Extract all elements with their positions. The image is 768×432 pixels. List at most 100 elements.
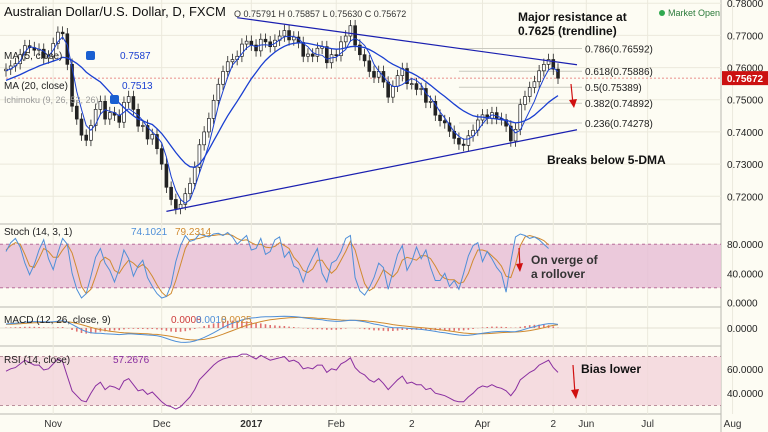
candle-body[interactable] <box>391 85 395 98</box>
eye-icon[interactable] <box>86 51 95 60</box>
candle-body[interactable] <box>65 33 70 65</box>
candle-body[interactable] <box>141 125 145 127</box>
candle-body[interactable] <box>89 125 93 141</box>
candle-body[interactable] <box>244 40 249 45</box>
macd-line-value: 0.0018 <box>196 315 227 326</box>
candle-body[interactable] <box>216 83 221 101</box>
candle-body[interactable] <box>211 100 216 119</box>
candle-body[interactable] <box>395 75 400 87</box>
candle-body[interactable] <box>287 30 291 41</box>
macd-panel[interactable] <box>0 315 721 343</box>
candle-body[interactable] <box>197 144 202 168</box>
candle-body[interactable] <box>150 134 155 140</box>
candle-body[interactable] <box>513 128 518 142</box>
candle-body[interactable] <box>461 143 466 146</box>
candle-body[interactable] <box>126 96 131 103</box>
candle-body[interactable] <box>263 38 268 43</box>
candle-body[interactable] <box>192 166 197 184</box>
rsi-line[interactable] <box>5 353 559 410</box>
candle-body[interactable] <box>70 63 74 107</box>
candle-body[interactable] <box>107 112 112 120</box>
candle-body[interactable] <box>315 47 320 57</box>
candle-body[interactable] <box>306 53 310 57</box>
candle-body[interactable] <box>343 35 348 43</box>
candle-body[interactable] <box>362 54 367 62</box>
candle-body[interactable] <box>249 40 254 46</box>
candle-body[interactable] <box>225 61 230 72</box>
candle-body[interactable] <box>169 186 173 200</box>
candle-body[interactable] <box>537 70 541 83</box>
candle-body[interactable] <box>518 104 523 130</box>
candle-body[interactable] <box>98 100 103 110</box>
candle-body[interactable] <box>442 120 447 124</box>
rsi-tick-label: 60.0000 <box>727 365 764 376</box>
ma5-line[interactable] <box>5 35 559 204</box>
candle-body[interactable] <box>202 131 206 146</box>
candle-body[interactable] <box>159 148 164 165</box>
candle-body[interactable] <box>174 199 178 209</box>
candle-body[interactable] <box>409 83 414 86</box>
rsi-panel[interactable] <box>5 353 559 410</box>
candle-body[interactable] <box>93 109 98 126</box>
candle-body[interactable] <box>230 59 235 63</box>
stoch-panel[interactable] <box>5 231 549 299</box>
candle-body[interactable] <box>509 125 513 142</box>
candle-body[interactable] <box>60 31 65 35</box>
candle-body[interactable] <box>84 134 89 141</box>
candle-body[interactable] <box>433 100 438 116</box>
candle-body[interactable] <box>419 88 423 90</box>
candle-body[interactable] <box>155 134 159 149</box>
candle-body[interactable] <box>523 96 527 105</box>
candle-body[interactable] <box>131 96 136 110</box>
candle-body[interactable] <box>240 43 244 57</box>
candle-body[interactable] <box>56 31 60 44</box>
candle-body[interactable] <box>405 68 409 85</box>
candle-body[interactable] <box>348 25 353 37</box>
candle-body[interactable] <box>386 81 390 98</box>
candle-body[interactable] <box>438 114 442 122</box>
candle-body[interactable] <box>556 68 560 79</box>
candle-body[interactable] <box>188 183 192 195</box>
stoch-k-line[interactable] <box>5 231 549 299</box>
candle-body[interactable] <box>79 118 84 136</box>
candle-body[interactable] <box>334 54 339 57</box>
candle-body[interactable] <box>424 88 428 103</box>
eye-icon[interactable] <box>110 95 119 104</box>
candle-body[interactable] <box>164 163 169 188</box>
candle-body[interactable] <box>207 118 211 133</box>
candle-body[interactable] <box>310 53 315 57</box>
stoch-d-line[interactable] <box>5 233 549 298</box>
candle-body[interactable] <box>329 54 334 64</box>
candle-body[interactable] <box>183 193 188 205</box>
candle-body[interactable] <box>542 63 546 72</box>
candle-body[interactable] <box>457 137 461 145</box>
candle-body[interactable] <box>254 44 258 52</box>
candle-body[interactable] <box>414 83 419 90</box>
candle-body[interactable] <box>291 36 296 41</box>
macd-signal-line[interactable] <box>5 316 559 341</box>
candle-body[interactable] <box>466 135 471 146</box>
candle-body[interactable] <box>372 71 376 78</box>
candle-body[interactable] <box>353 25 357 46</box>
candle-body[interactable] <box>145 125 150 140</box>
candle-body[interactable] <box>428 100 433 103</box>
price-panel[interactable] <box>4 17 578 215</box>
ma20-line[interactable] <box>5 42 559 168</box>
trendline-lower[interactable] <box>166 129 578 212</box>
candle-body[interactable] <box>282 30 287 37</box>
candle-body[interactable] <box>551 59 556 70</box>
ma5-legend: MA (5, close) <box>4 51 62 62</box>
candle-body[interactable] <box>358 44 362 56</box>
candle-body[interactable] <box>325 46 329 64</box>
x-tick-label: Dec <box>153 419 171 430</box>
candle-body[interactable] <box>527 87 532 97</box>
candle-body[interactable] <box>221 71 225 85</box>
candle-body[interactable] <box>74 105 79 120</box>
macd-line[interactable] <box>5 315 559 343</box>
candle-body[interactable] <box>268 41 273 48</box>
candle-body[interactable] <box>367 60 372 72</box>
candle-body[interactable] <box>532 81 537 88</box>
candle-body[interactable] <box>546 59 551 65</box>
candle-body[interactable] <box>41 48 46 59</box>
trendline-upper[interactable] <box>237 17 578 66</box>
